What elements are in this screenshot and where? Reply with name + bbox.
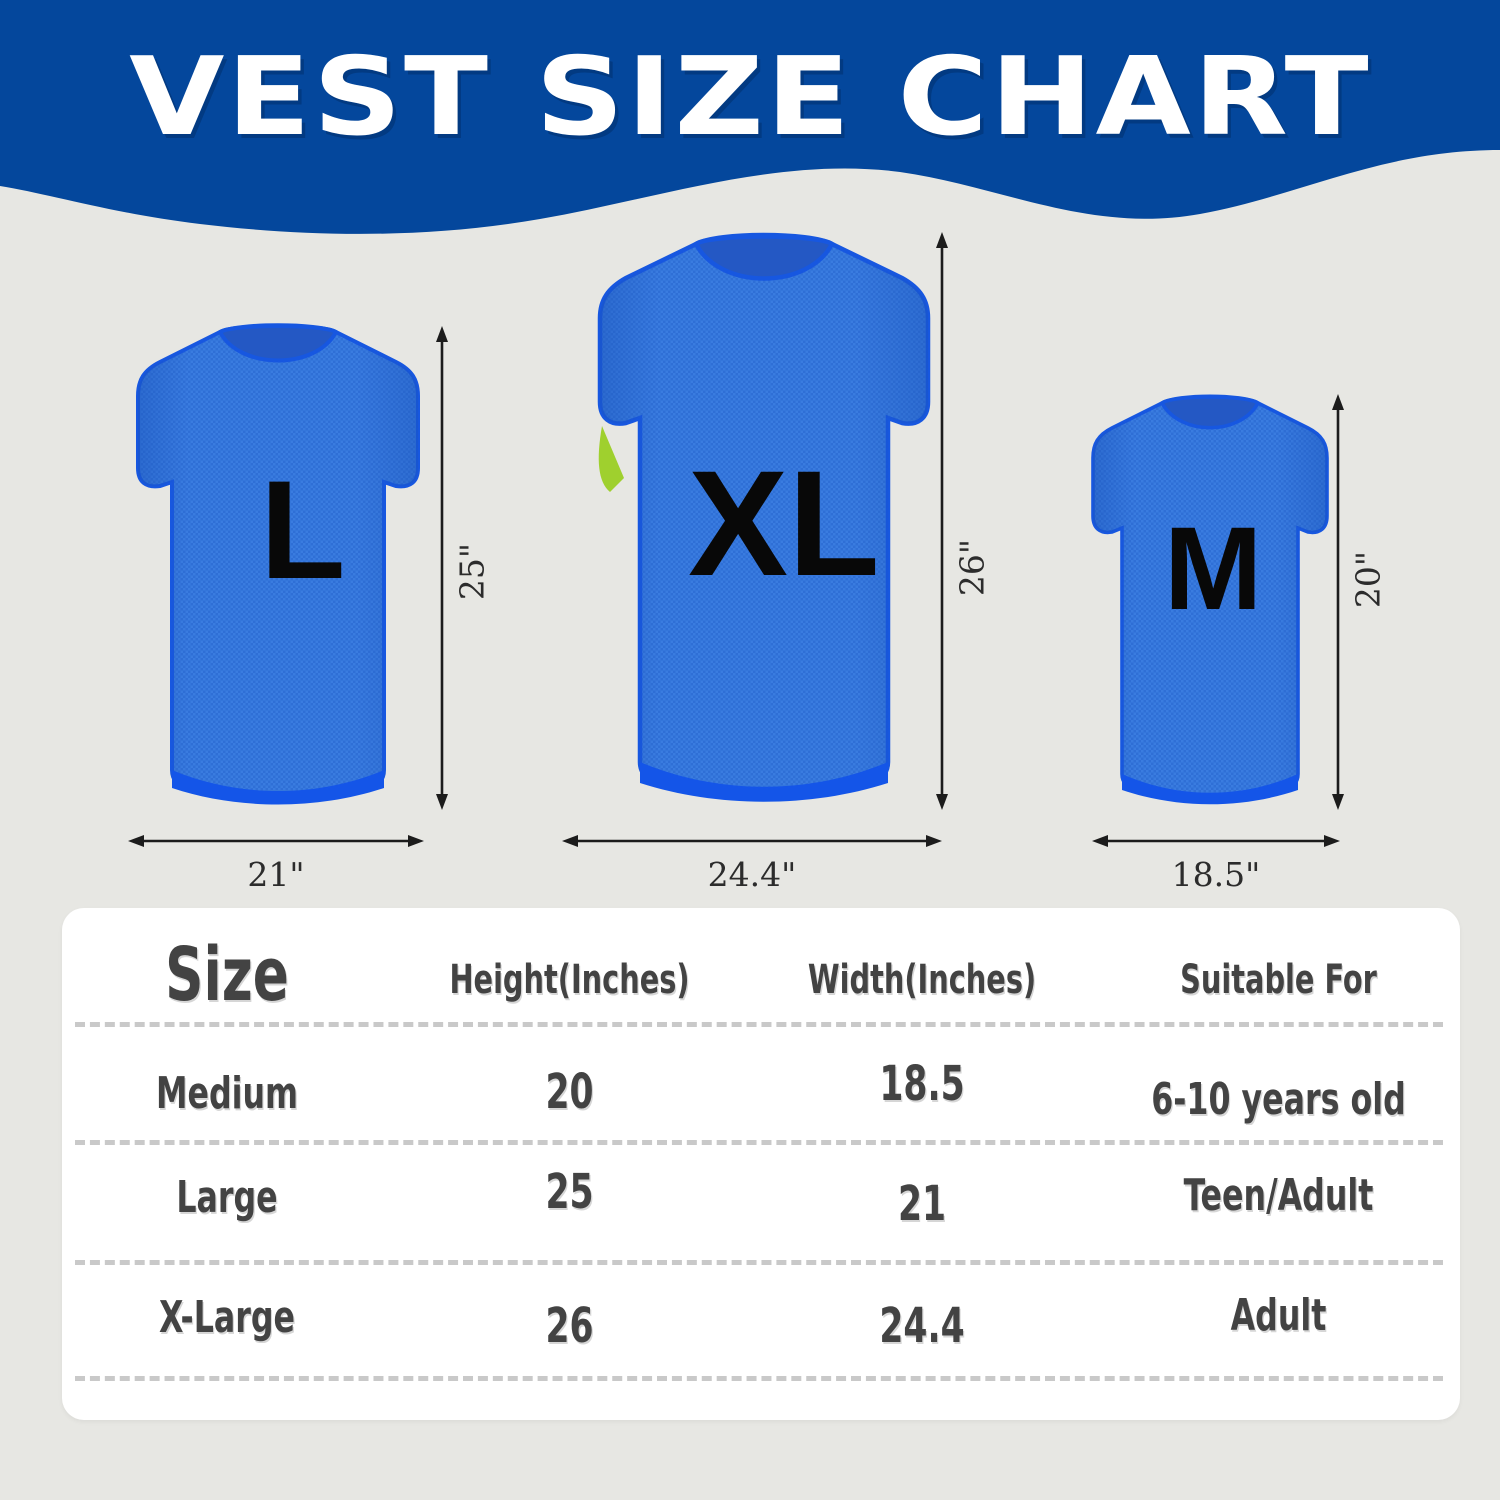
- medium-height-arrow: [1332, 394, 1344, 810]
- column-header-size: Size: [165, 932, 289, 1018]
- xlarge-width-arrow: [562, 835, 942, 847]
- cell-size: Large: [176, 1172, 278, 1223]
- table-row: X-Large 26 24.4 Adult: [62, 1260, 1460, 1376]
- cell-width: 21: [897, 1176, 947, 1232]
- large-vest: L: [128, 318, 428, 818]
- table-divider: [75, 1140, 1443, 1145]
- large-width-arrow: [128, 835, 424, 847]
- size-table-card: Size Height(Inches) Width(Inches) Suitab…: [62, 908, 1460, 1420]
- table-divider: [75, 1260, 1443, 1265]
- cell-height: 26: [545, 1298, 594, 1354]
- vest-size-letter-large: L: [260, 451, 346, 608]
- cell-suitable: Teen/Adult: [1183, 1170, 1374, 1221]
- header-wave-shape: [0, 0, 1500, 234]
- page-title: VEST SIZE CHART: [129, 35, 1371, 160]
- cell-height: 20: [545, 1064, 594, 1120]
- column-header-height: Height(Inches): [449, 957, 690, 1003]
- green-vest-sliver: [598, 426, 624, 492]
- column-header-width: Width(Inches): [807, 957, 1037, 1003]
- large-height-arrow: [436, 326, 448, 810]
- vest-body-xlarge: [597, 232, 931, 802]
- cell-width: 24.4: [879, 1298, 965, 1354]
- medium-height-label: 20": [1348, 550, 1388, 609]
- vest-body-large: [136, 323, 420, 805]
- large-height-label: 25": [452, 542, 492, 601]
- header-banner: VEST SIZE CHART: [0, 0, 1500, 270]
- cell-suitable: Adult: [1230, 1290, 1327, 1341]
- xlarge-width-label: 24.4": [707, 855, 797, 894]
- cell-width: 18.5: [879, 1056, 965, 1112]
- cell-suitable: 6-10 years old: [1151, 1074, 1406, 1125]
- xlarge-height-arrow: [936, 232, 948, 810]
- large-width-label: 21": [247, 855, 305, 894]
- medium-width-arrow: [1092, 835, 1340, 847]
- xlarge-height-label: 26": [952, 538, 992, 597]
- cell-size: X-Large: [158, 1292, 296, 1343]
- vest-body-medium: [1091, 394, 1329, 805]
- cell-size: Medium: [155, 1068, 299, 1119]
- medium-vest: M: [1086, 390, 1334, 814]
- vest-size-letter-medium: M: [1164, 503, 1263, 635]
- table-divider: [75, 1376, 1443, 1381]
- medium-width-label: 18.5": [1171, 855, 1261, 894]
- table-row: Large 25 21 Teen/Adult: [62, 1140, 1460, 1260]
- vest-size-letter-xlarge: XL: [688, 439, 880, 607]
- xlarge-vest: XL: [588, 228, 940, 818]
- table-row: Medium 20 18.5 6-10 years old: [62, 1022, 1460, 1140]
- size-table: Size Height(Inches) Width(Inches) Suitab…: [62, 908, 1460, 1420]
- table-header-row: Size Height(Inches) Width(Inches) Suitab…: [62, 908, 1460, 1018]
- cell-height: 25: [545, 1164, 594, 1220]
- column-header-suitable: Suitable For: [1180, 957, 1377, 1003]
- table-divider: [75, 1022, 1443, 1027]
